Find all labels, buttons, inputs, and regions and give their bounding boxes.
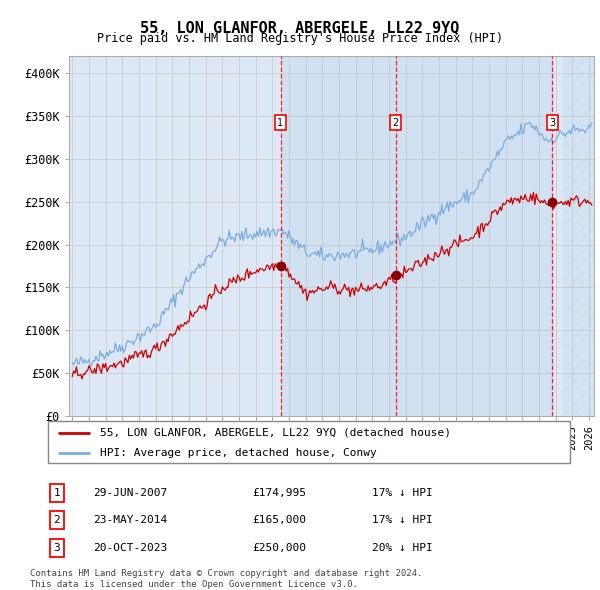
- Text: £165,000: £165,000: [252, 516, 306, 525]
- Text: 55, LON GLANFOR, ABERGELE, LL22 9YQ (detached house): 55, LON GLANFOR, ABERGELE, LL22 9YQ (det…: [100, 428, 451, 438]
- Text: 17% ↓ HPI: 17% ↓ HPI: [372, 488, 433, 497]
- FancyBboxPatch shape: [48, 421, 570, 463]
- Text: HPI: Average price, detached house, Conwy: HPI: Average price, detached house, Conw…: [100, 448, 377, 457]
- Text: 23-MAY-2014: 23-MAY-2014: [93, 516, 167, 525]
- Text: £250,000: £250,000: [252, 543, 306, 553]
- Text: 29-JUN-2007: 29-JUN-2007: [93, 488, 167, 497]
- Text: 3: 3: [53, 543, 61, 553]
- Text: 20-OCT-2023: 20-OCT-2023: [93, 543, 167, 553]
- Text: £174,995: £174,995: [252, 488, 306, 497]
- Text: Contains HM Land Registry data © Crown copyright and database right 2024.: Contains HM Land Registry data © Crown c…: [30, 569, 422, 578]
- Bar: [281, 56, 553, 416]
- Text: 3: 3: [549, 118, 556, 128]
- Text: This data is licensed under the Open Government Licence v3.0.: This data is licensed under the Open Gov…: [30, 579, 358, 589]
- Text: 20% ↓ HPI: 20% ↓ HPI: [372, 543, 433, 553]
- Text: 1: 1: [53, 488, 61, 497]
- Bar: [563, 56, 594, 416]
- Text: 1: 1: [277, 118, 284, 128]
- Text: 2: 2: [392, 118, 398, 128]
- Text: 55, LON GLANFOR, ABERGELE, LL22 9YQ: 55, LON GLANFOR, ABERGELE, LL22 9YQ: [140, 21, 460, 35]
- Text: Price paid vs. HM Land Registry's House Price Index (HPI): Price paid vs. HM Land Registry's House …: [97, 32, 503, 45]
- Text: 2: 2: [53, 516, 61, 525]
- Text: 17% ↓ HPI: 17% ↓ HPI: [372, 516, 433, 525]
